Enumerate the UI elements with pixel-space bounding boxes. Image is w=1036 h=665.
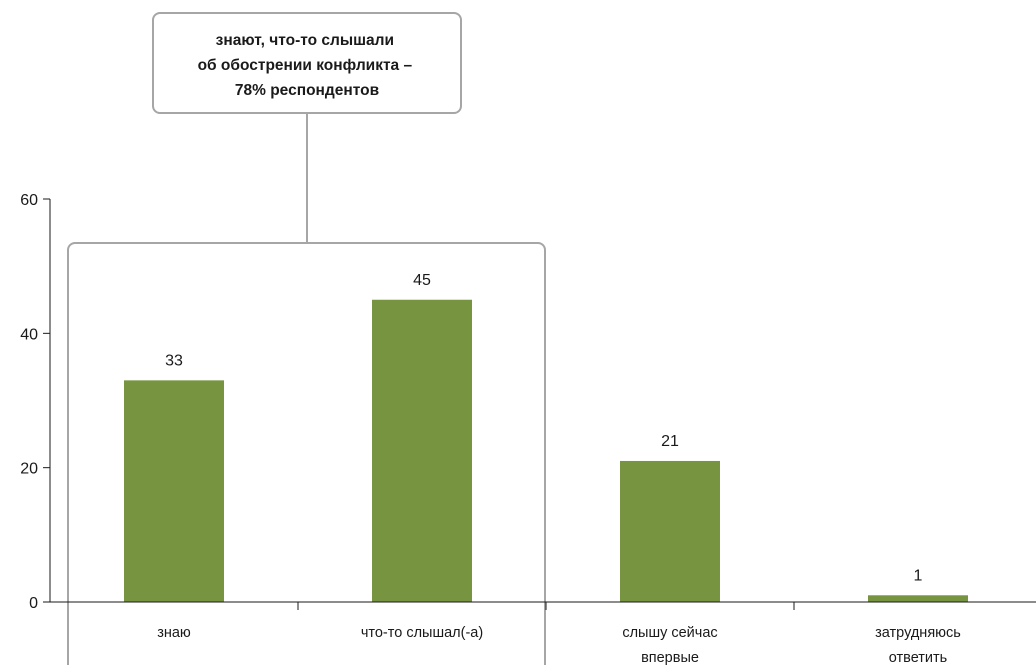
category-label: затрудняюсь ответить bbox=[875, 625, 961, 665]
category-label: знаю bbox=[157, 625, 191, 641]
bar bbox=[124, 380, 224, 602]
category-label-line: впервые bbox=[641, 650, 699, 665]
data-label: 1 bbox=[914, 567, 923, 584]
category-label-line: что-то слышал(-а) bbox=[361, 625, 483, 641]
category-label-line: затрудняюсь bbox=[875, 625, 961, 641]
y-tick-label: 60 bbox=[20, 192, 38, 209]
callout-text: знают, что-то слышали об обострении конф… bbox=[198, 32, 417, 99]
category-label: что-то слышал(-а) bbox=[361, 625, 483, 641]
data-label: 45 bbox=[413, 272, 431, 289]
y-tick-label: 20 bbox=[20, 461, 38, 478]
category-label-line: ответить bbox=[889, 650, 947, 665]
callout-box bbox=[152, 12, 462, 114]
callout-line: об обострении конфликта – bbox=[198, 57, 413, 74]
callout-line: 78% респондентов bbox=[235, 82, 379, 99]
bars-group bbox=[124, 299, 968, 602]
data-label: 33 bbox=[165, 352, 183, 369]
category-label: слышу сейчас впервые bbox=[622, 625, 717, 665]
category-label-line: слышу сейчас bbox=[622, 625, 717, 641]
y-tick-label: 0 bbox=[29, 595, 38, 612]
y-tick-label: 40 bbox=[20, 326, 38, 343]
category-label-line: знаю bbox=[157, 625, 191, 641]
bar bbox=[620, 460, 720, 602]
axes-group: 0 20 40 60 bbox=[20, 192, 1036, 612]
callout-line: знают, что-то слышали bbox=[216, 32, 394, 49]
bar bbox=[868, 595, 968, 602]
bar bbox=[372, 299, 472, 602]
labels-group: 33 45 21 1 знаю что-то слышал(-а) слышу сейчас… bbox=[157, 272, 961, 665]
data-label: 21 bbox=[661, 433, 679, 450]
